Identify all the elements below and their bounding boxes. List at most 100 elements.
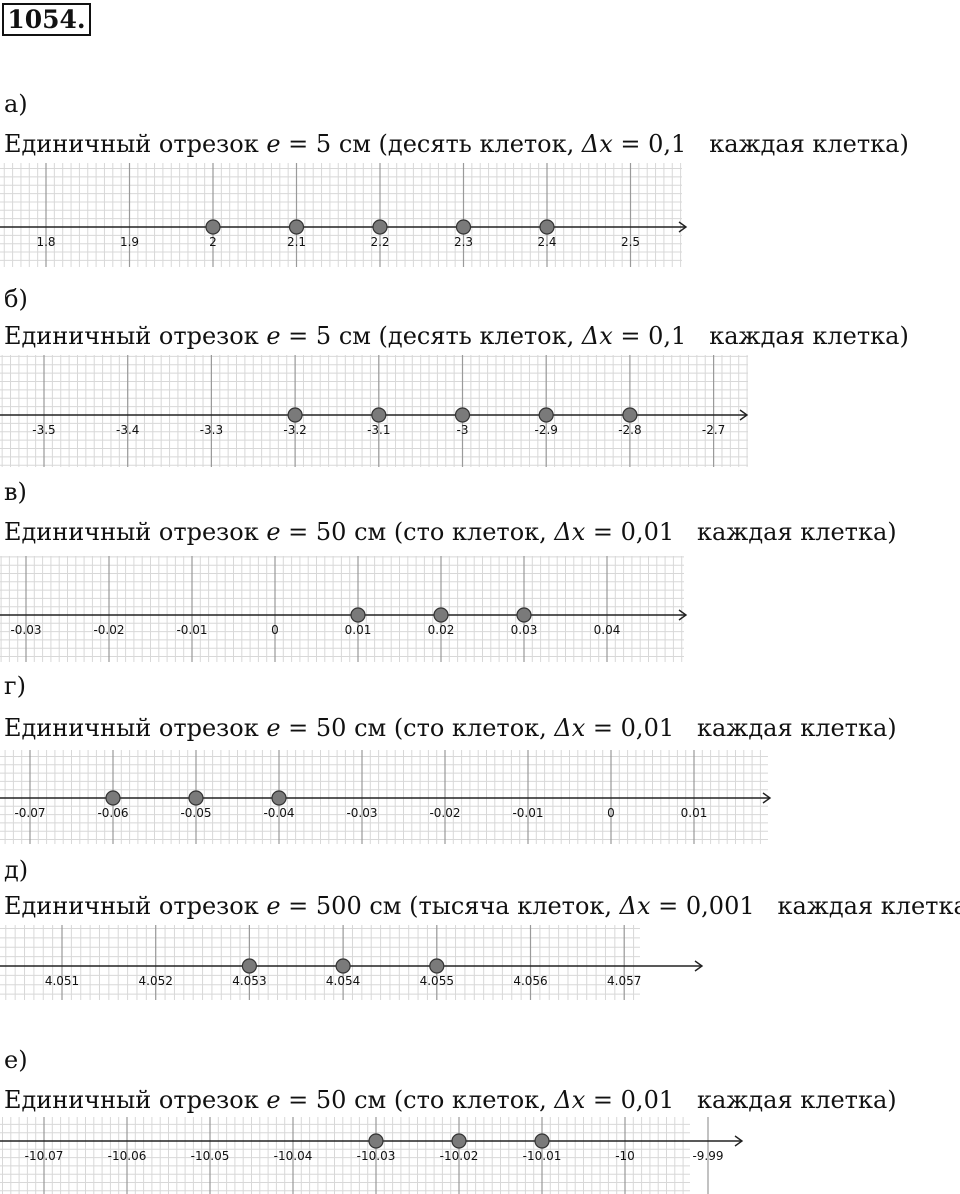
tick-label: -0.05 <box>180 806 211 820</box>
tick-label: 4.053 <box>232 974 266 988</box>
desc-middle: = 50 см (сто клеток, <box>280 714 555 742</box>
tick-label: -10.06 <box>108 1149 147 1163</box>
tick-label: 0.02 <box>428 623 455 637</box>
tick-label: -0.02 <box>429 806 460 820</box>
desc-middle: = 50 см (сто клеток, <box>280 518 555 546</box>
marked-point <box>622 407 638 423</box>
desc-prefix: Единичный отрезок <box>4 714 267 742</box>
delta-x-symbol: Δx <box>619 892 651 920</box>
part-label: в) <box>4 478 27 506</box>
tick-label: -3.5 <box>32 423 55 437</box>
marked-point <box>539 219 555 235</box>
number-line: 1.8 1.9 2 2.1 2.2 2.3 2.4 2.5 <box>0 163 688 267</box>
desc-suffix: = 0,001 каждая клетка) <box>650 892 960 920</box>
part-label: г) <box>4 672 26 700</box>
tick-label: 1.9 <box>120 235 139 249</box>
delta-x-symbol: Δx <box>554 714 586 742</box>
tick-label: -0.02 <box>93 623 124 637</box>
marked-point <box>241 958 257 974</box>
tick-label: 0 <box>271 623 279 637</box>
tick-label: 4.054 <box>326 974 360 988</box>
delta-x-symbol: Δx <box>581 130 613 158</box>
tick-label: -3.1 <box>367 423 390 437</box>
grid <box>0 556 684 662</box>
tick-label: 0.01 <box>681 806 708 820</box>
desc-prefix: Единичный отрезок <box>4 892 267 920</box>
problem-number: 1054. <box>2 3 91 36</box>
number-line: -3.5 -3.4 -3.3 -3.2 -3.1 -3 -2.9 -2.8 -2.7 <box>0 355 749 467</box>
delta-x-symbol: Δx <box>554 1086 586 1114</box>
marked-point <box>288 219 305 235</box>
tick-label: 2.4 <box>537 235 556 249</box>
tick-label: -0.06 <box>97 806 128 820</box>
tick-label: -0.01 <box>176 623 207 637</box>
desc-prefix: Единичный отрезок <box>4 1086 267 1114</box>
desc-middle: = 5 см (десять клеток, <box>280 322 582 350</box>
tick-label: -0.04 <box>263 806 294 820</box>
grid <box>0 1117 690 1194</box>
tick-label: -0.01 <box>512 806 543 820</box>
axis-arrow <box>678 221 688 233</box>
marked-point <box>429 958 445 974</box>
marked-point <box>433 607 449 623</box>
unit-segment-description: Единичный отрезок e = 500 см (тысяча кле… <box>4 892 960 920</box>
axis-arrow <box>678 609 688 621</box>
tick-label: 2 <box>209 235 217 249</box>
tick-label: 0 <box>607 806 615 820</box>
tick-label: -3.4 <box>116 423 139 437</box>
number-line: -10.07 -10.06 -10.05 -10.04 -10.03 -10.02 -10.… <box>0 1117 744 1194</box>
tick-label: 2.3 <box>454 235 473 249</box>
tick-label: -2.8 <box>618 423 641 437</box>
tick-label: -10.03 <box>357 1149 396 1163</box>
grid <box>0 925 640 1000</box>
tick-label: 4.055 <box>420 974 454 988</box>
marked-point <box>188 790 204 806</box>
tick-label: 0.03 <box>511 623 538 637</box>
tick-label: 0.04 <box>594 623 621 637</box>
marked-point <box>534 1133 550 1149</box>
delta-x-symbol: Δx <box>554 518 586 546</box>
tick-label: -3.3 <box>200 423 223 437</box>
tick-label: -2.9 <box>534 423 557 437</box>
tick-label: -10 <box>615 1149 635 1163</box>
grid <box>0 163 682 267</box>
marked-point <box>105 790 121 806</box>
desc-prefix: Единичный отрезок <box>4 322 267 350</box>
part-label: е) <box>4 1046 28 1074</box>
number-line: -0.07 -0.06 -0.05 -0.04 -0.03 -0.02 -0.01 0 0.01 <box>0 750 772 844</box>
marked-point <box>287 407 303 423</box>
unit-symbol: e <box>266 714 281 742</box>
desc-suffix: = 0,1 каждая клетка) <box>612 130 909 158</box>
part-label: д) <box>4 856 29 884</box>
tick-label: -10.07 <box>25 1149 64 1163</box>
marked-point <box>335 958 351 974</box>
marked-point <box>271 790 287 806</box>
marked-point <box>451 1133 467 1149</box>
number-line: 4.051 4.052 4.053 4.054 4.055 4.056 4.057 <box>0 925 704 1000</box>
unit-symbol: e <box>266 518 281 546</box>
delta-x-symbol: Δx <box>581 322 613 350</box>
desc-prefix: Единичный отрезок <box>4 130 267 158</box>
tick-label: -0.03 <box>346 806 377 820</box>
part-label: а) <box>4 90 28 118</box>
tick-label: -10.05 <box>191 1149 230 1163</box>
part-label: б) <box>4 285 28 313</box>
marked-point <box>538 407 554 423</box>
tick-label: 2.2 <box>370 235 389 249</box>
marked-point <box>516 607 532 623</box>
tick-label: 4.057 <box>607 974 641 988</box>
tick-label: -9.99 <box>692 1149 723 1163</box>
desc-middle: = 500 см (тысяча клеток, <box>280 892 620 920</box>
axis-arrow <box>762 792 772 804</box>
unit-segment-description: Единичный отрезок e = 50 см (сто клеток,… <box>4 714 897 742</box>
tick-label: -10.01 <box>523 1149 562 1163</box>
tick-label: 1.8 <box>36 235 55 249</box>
tick-label: -2.7 <box>702 423 725 437</box>
marked-point <box>371 407 387 423</box>
desc-suffix: = 0,01 каждая клетка) <box>585 1086 897 1114</box>
tick-label: -10.04 <box>274 1149 313 1163</box>
axis-arrow <box>739 409 749 421</box>
marked-point <box>205 219 221 235</box>
marked-point <box>372 219 388 235</box>
unit-symbol: e <box>266 322 281 350</box>
